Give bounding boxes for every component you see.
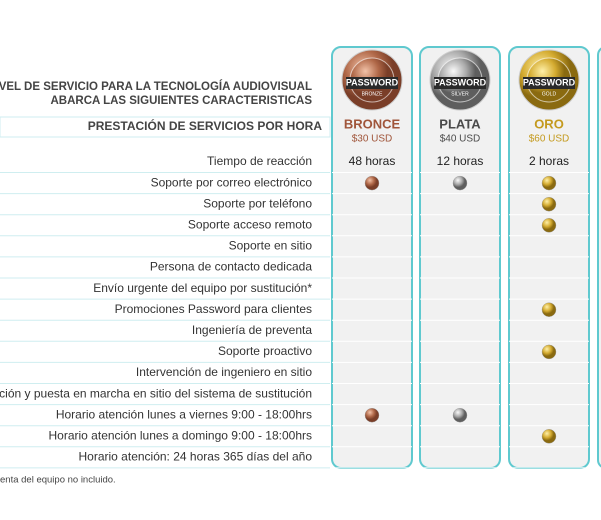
badge-tier: BRONZE [362, 91, 384, 97]
badge-ribbon [523, 77, 575, 89]
feature: Persona de contacto dedicada [150, 260, 312, 274]
cell-text: 48 horas [349, 154, 396, 168]
included-dot [541, 218, 557, 233]
plan-name: ORO [534, 116, 564, 131]
header-line: STRO NIVEL DE SERVICIO PARA LA TECNOLOGÍ… [0, 80, 312, 93]
feature: Soporte por teléfono [203, 196, 312, 210]
section-band [0, 116, 331, 138]
plan-price: $60 USD [529, 134, 570, 145]
included-dot [364, 175, 380, 191]
footnote: enta del equipo no incluido. [0, 475, 116, 486]
feature: Horario atención lunes a viernes 9:00 - … [56, 407, 312, 421]
feature: Soporte en sitio [229, 239, 313, 253]
cell-text: 2 horas [529, 154, 569, 168]
included-dot [452, 175, 468, 191]
badge-ribbon [346, 77, 398, 89]
badge-ribbon [434, 77, 486, 89]
plan-name: BRONCE [344, 116, 401, 131]
feature: Soporte proactivo [218, 344, 312, 358]
badge-label: PASSWORD [523, 77, 576, 87]
feature: Intervención de ingeniero en sitio [136, 365, 312, 379]
feature: Envío urgente del equipo por sustitución… [93, 281, 312, 295]
feature: Horario atención: 24 horas 365 días del … [79, 450, 313, 464]
feature: Ingeniería de preventa [192, 323, 312, 337]
included-dot [541, 344, 557, 360]
plan-price: $30 USD [352, 134, 393, 145]
included-dot [541, 175, 557, 191]
feature: Tiempo de reacción [207, 154, 312, 168]
included-dot [452, 408, 468, 423]
section-title: PRESTACIÓN DE SERVICIOS POR HORA [88, 118, 323, 133]
badge-label: PASSWORD [346, 77, 399, 87]
plan-price: $40 USD [440, 134, 481, 145]
badge-label: PASSWORD [434, 77, 487, 87]
feature: Promociones Password para clientes [115, 302, 312, 316]
included-dot [541, 196, 557, 212]
badge-tier: SILVER [451, 91, 469, 97]
cell-text: 12 horas [437, 154, 484, 168]
header-line: ABARCA LAS SIGUIENTES CARACTERISTICAS [50, 95, 312, 107]
feature: guración y puesta en marcha en sitio del… [0, 386, 312, 400]
plan-name: PLATA [439, 116, 481, 131]
column-partial [597, 47, 601, 468]
feature: Soporte por correo electrónico [151, 175, 313, 189]
included-dot [541, 429, 557, 444]
included-dot [541, 302, 557, 317]
badge-tier: GOLD [542, 91, 557, 97]
feature: Horario atención lunes a domingo 9:00 - … [49, 428, 313, 442]
feature: Soporte acceso remoto [188, 217, 312, 231]
included-dot [364, 408, 380, 423]
